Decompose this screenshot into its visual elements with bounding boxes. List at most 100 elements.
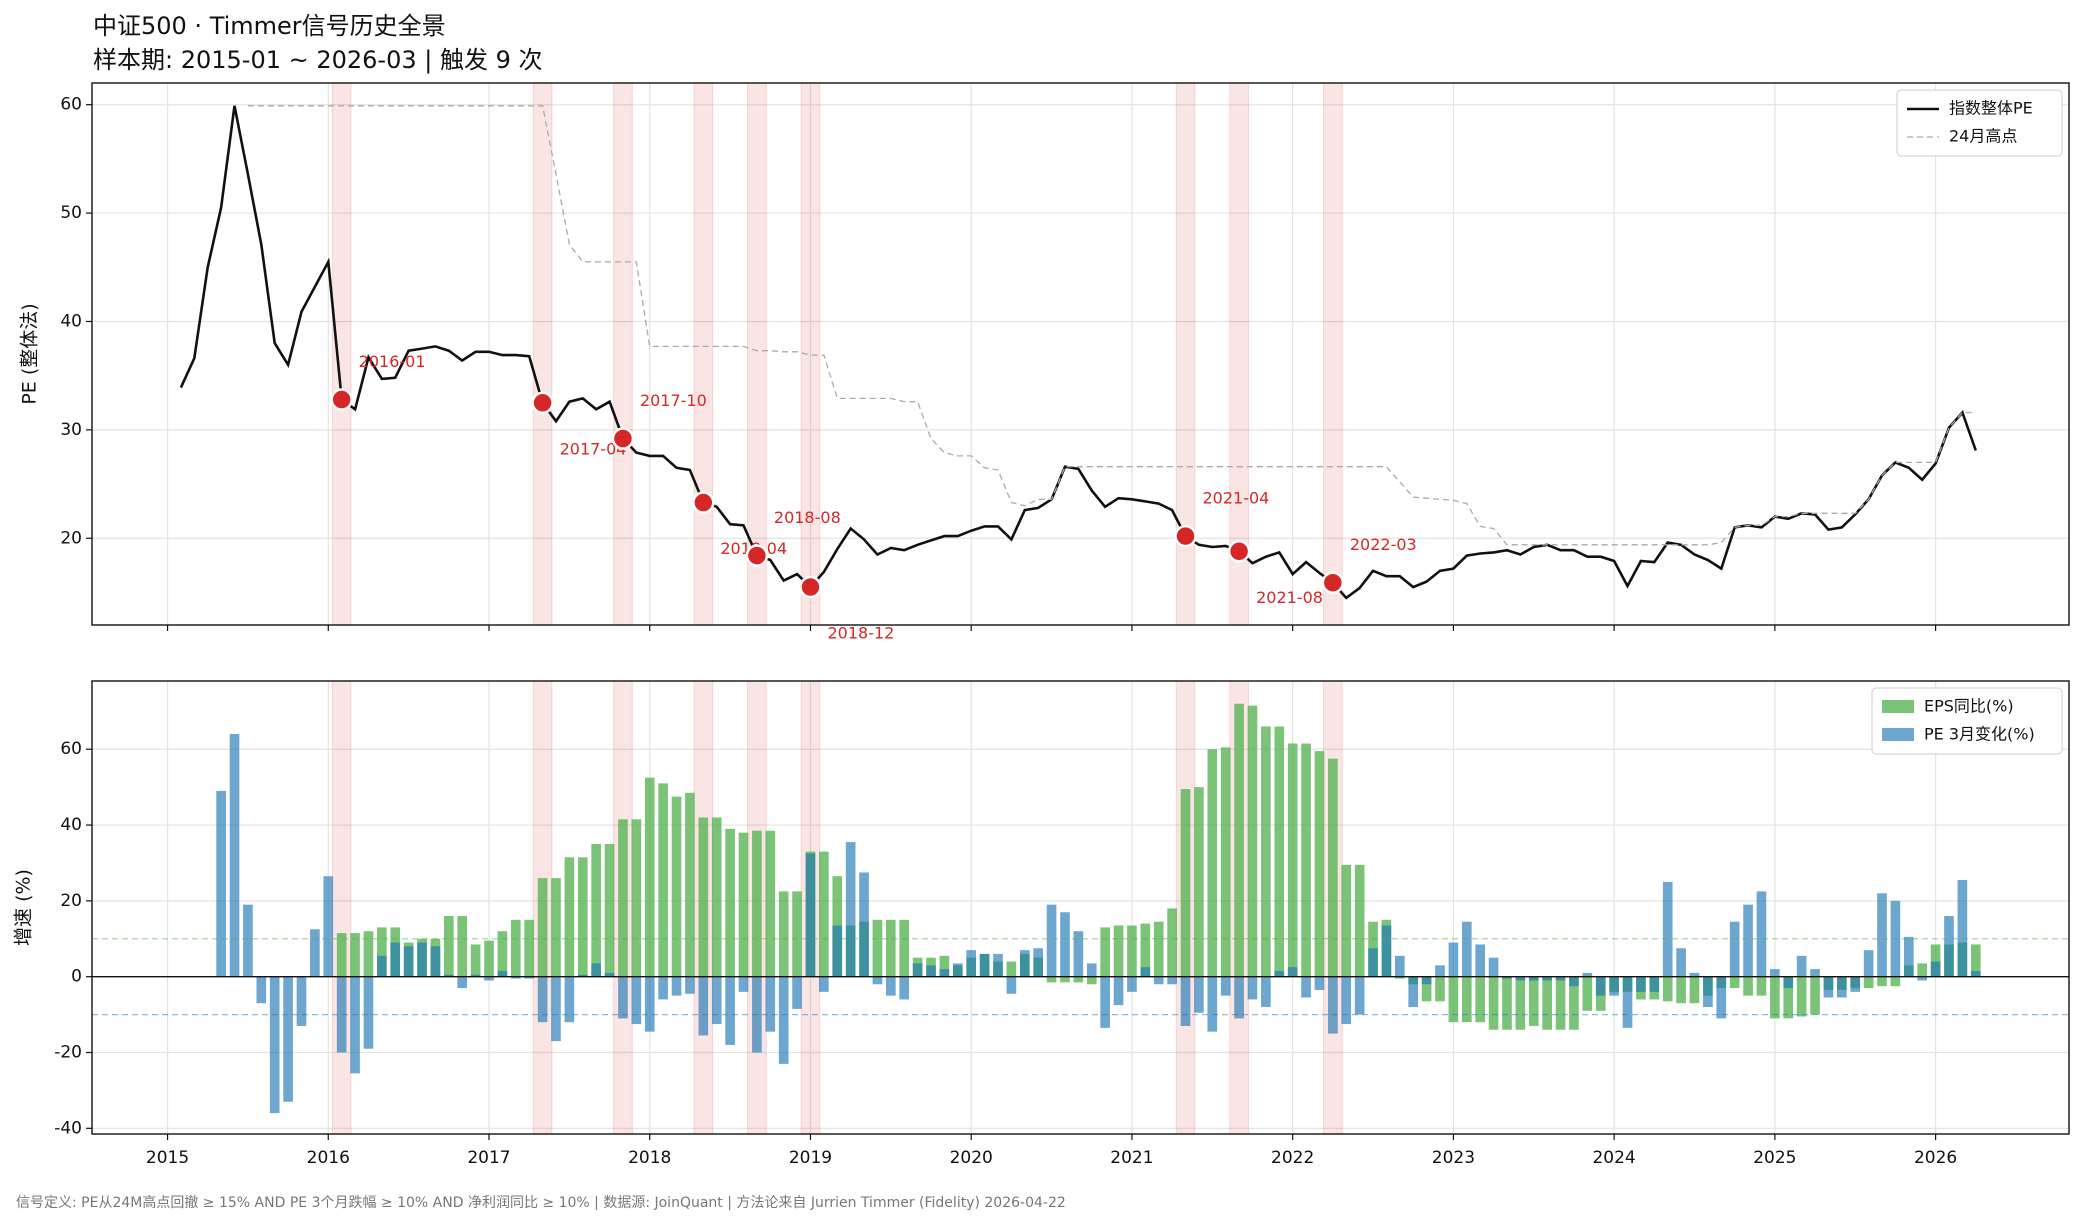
growth-bar — [1274, 726, 1285, 977]
growth-bar — [685, 976, 695, 994]
growth-bar — [845, 842, 856, 977]
growth-bar — [738, 832, 749, 977]
growth-bar — [1421, 976, 1432, 985]
growth-bar — [618, 819, 628, 977]
trigger-band — [747, 83, 767, 625]
growth-bar — [1341, 864, 1352, 977]
growth-bar — [1287, 743, 1298, 977]
growth-bar — [604, 844, 615, 977]
growth-bar — [1756, 891, 1767, 977]
growth-bar — [832, 925, 843, 977]
trigger-dot — [745, 544, 769, 567]
growth-bar — [336, 976, 347, 1053]
growth-bar — [1944, 916, 1954, 977]
growth-bar — [698, 817, 709, 977]
growth-bar — [1689, 972, 1700, 977]
legend-label: EPS同比(%) — [1924, 697, 2014, 716]
growth-bar — [1394, 955, 1405, 977]
growth-bar — [819, 851, 829, 977]
growth-bar — [216, 790, 226, 977]
growth-bar — [1743, 976, 1753, 996]
growth-bar — [711, 817, 722, 977]
x-tick-label: 2025 — [1753, 1148, 1796, 1168]
growth-bar — [1328, 976, 1338, 1034]
growth-bar — [1394, 976, 1405, 979]
growth-bar — [671, 976, 682, 996]
growth-bar — [1247, 976, 1258, 1000]
growth-bar — [1086, 963, 1097, 977]
figure-subtitle: 样本期: 2015-01 ~ 2026-03 | 触发 9 次 — [93, 46, 543, 74]
growth-bar — [1877, 976, 1887, 987]
growth-bar — [658, 976, 668, 1000]
growth-bar — [1274, 970, 1285, 977]
trigger-label: 2016-01 — [359, 352, 426, 371]
growth-bar — [872, 976, 883, 985]
growth-bar — [1046, 904, 1057, 977]
growth-bar — [1729, 976, 1740, 989]
growth-bar — [1180, 789, 1191, 977]
growth-bar — [1636, 976, 1646, 992]
trigger-dot — [330, 388, 353, 411]
growth-bar — [457, 976, 468, 989]
y-tick-label: 0 — [71, 967, 82, 987]
footer-note: 信号定义: PE从24M高点回撤 ≥ 15% AND PE 3个月跌幅 ≥ 10… — [16, 1194, 1066, 1211]
growth-bar — [537, 976, 548, 1023]
growth-bar — [966, 950, 977, 977]
x-tick-label: 2020 — [950, 1148, 993, 1168]
growth-bar — [537, 878, 548, 977]
growth-bar — [792, 891, 802, 977]
trigger-label: 2022-03 — [1350, 535, 1417, 554]
growth-bar — [1609, 976, 1619, 996]
growth-bar — [1689, 976, 1700, 1004]
growth-bar — [1140, 923, 1151, 977]
growth-bar — [1207, 976, 1218, 1032]
growth-bar — [1421, 976, 1432, 1002]
growth-bar — [1488, 976, 1499, 1030]
growth-bar — [752, 830, 762, 977]
legend-label: 指数整体PE — [1949, 99, 2033, 118]
growth-bar — [1783, 976, 1794, 1019]
x-tick-label: 2024 — [1592, 1148, 1635, 1168]
plot-area — [92, 681, 2069, 1134]
trigger-band — [331, 83, 352, 625]
growth-bar — [524, 976, 535, 979]
growth-bar — [1622, 976, 1633, 1028]
trigger-dot — [799, 575, 822, 599]
growth-bar — [778, 891, 789, 977]
growth-bar — [1676, 948, 1686, 977]
trigger-label: 2018-08 — [774, 508, 841, 527]
growth-bar — [604, 972, 615, 977]
growth-bar — [1475, 944, 1486, 977]
growth-bar — [1796, 976, 1807, 1017]
growth-bar — [1528, 976, 1539, 1026]
y-tick-label: -20 — [54, 1042, 82, 1062]
growth-bar — [510, 976, 521, 979]
growth-bar — [926, 965, 936, 977]
trigger-band — [693, 83, 714, 625]
growth-bar — [470, 974, 481, 977]
growth-bar — [363, 976, 374, 1049]
trigger-dot — [1174, 524, 1197, 548]
growth-bar — [1435, 965, 1445, 977]
growth-bar — [1461, 921, 1472, 977]
growth-bar — [1381, 925, 1392, 977]
trigger-label: 2021-08 — [1256, 588, 1323, 607]
growth-bar — [1354, 976, 1365, 1015]
x-tick-label: 2019 — [789, 1148, 832, 1168]
growth-bar — [1970, 944, 1981, 977]
growth-bar — [1314, 751, 1325, 977]
trigger-band — [331, 681, 352, 1134]
growth-bar — [363, 931, 374, 977]
growth-bar — [1153, 921, 1164, 977]
growth-bar — [1301, 976, 1311, 998]
trigger-band — [532, 83, 553, 625]
trigger-band — [1229, 83, 1249, 625]
growth-bar — [323, 876, 334, 977]
growth-bar — [1314, 976, 1325, 990]
y-axis-label: PE (整体法) — [19, 303, 41, 404]
growth-bar — [1582, 972, 1593, 977]
growth-bar — [819, 976, 829, 992]
